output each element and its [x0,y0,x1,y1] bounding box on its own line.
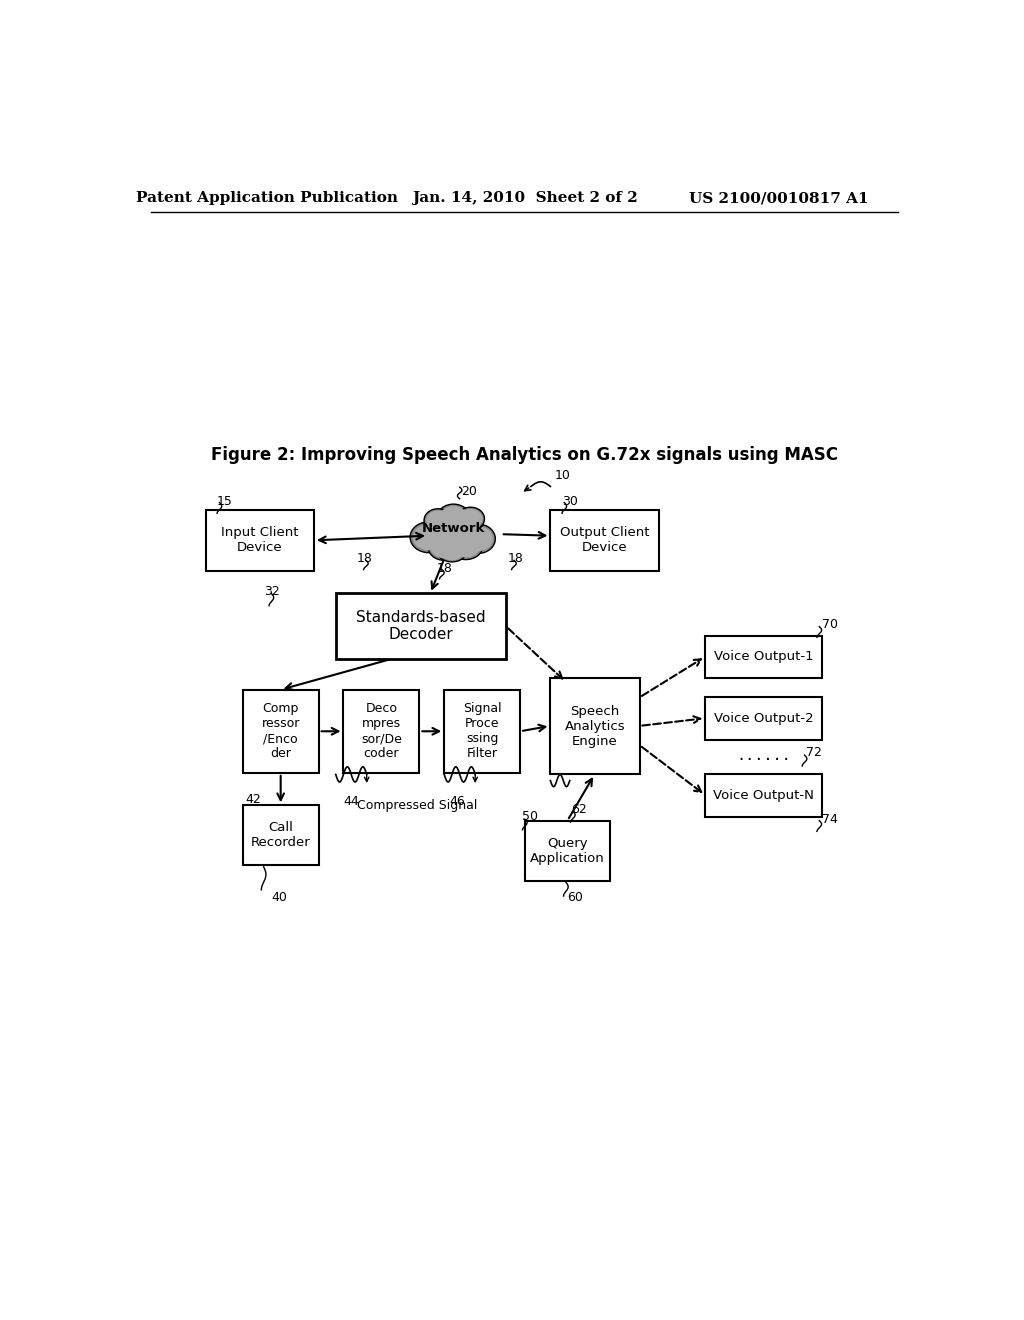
Ellipse shape [430,510,477,546]
Bar [444,689,520,774]
Ellipse shape [437,540,467,562]
Text: Patent Application Publication: Patent Application Publication [136,191,398,206]
Bar [706,636,821,678]
Ellipse shape [424,508,452,532]
Text: Speech
Analytics
Engine: Speech Analytics Engine [564,705,626,747]
Text: 62: 62 [571,803,587,816]
Text: Comp
ressor
/Enco
der: Comp ressor /Enco der [261,702,300,760]
Ellipse shape [430,535,458,558]
Text: 74: 74 [821,813,838,825]
Text: Jan. 14, 2010  Sheet 2 of 2: Jan. 14, 2010 Sheet 2 of 2 [412,191,638,206]
Ellipse shape [439,506,467,528]
Ellipse shape [434,512,473,544]
Bar [706,775,821,817]
Ellipse shape [426,511,450,531]
Ellipse shape [428,532,461,560]
Text: 18: 18 [508,552,523,565]
Bar [550,678,640,775]
Ellipse shape [461,524,496,553]
Ellipse shape [449,532,483,560]
Text: Input Client
Device: Input Client Device [221,527,299,554]
Text: 15: 15 [217,495,233,508]
Text: Deco
mpres
sor/De
coder: Deco mpres sor/De coder [361,702,401,760]
Ellipse shape [437,504,470,531]
Text: 40: 40 [271,891,288,904]
Text: 18: 18 [356,552,373,565]
Text: Figure 2: Improving Speech Analytics on G.72x signals using MASC: Figure 2: Improving Speech Analytics on … [211,446,839,463]
Ellipse shape [413,524,444,550]
Text: 18: 18 [436,561,453,574]
Text: 72: 72 [806,746,822,759]
Ellipse shape [457,507,484,531]
Text: Signal
Proce
ssing
Filter: Signal Proce ssing Filter [463,702,502,760]
Ellipse shape [464,527,493,552]
Text: Compressed Signal: Compressed Signal [356,799,477,812]
Text: US 2100/0010817 A1: US 2100/0010817 A1 [689,191,868,206]
Ellipse shape [439,543,465,560]
Bar [243,689,318,774]
Bar [336,594,506,659]
Ellipse shape [452,533,480,557]
Text: Output Client
Device: Output Client Device [560,527,649,554]
Text: Query
Application: Query Application [530,837,605,865]
Text: 46: 46 [450,795,465,808]
Text: 30: 30 [562,495,578,508]
Bar [243,805,318,866]
Text: Standards-based
Decoder: Standards-based Decoder [356,610,485,643]
Text: Voice Output-2: Voice Output-2 [714,711,813,725]
Text: 50: 50 [521,810,538,824]
Ellipse shape [410,521,447,553]
Bar [206,510,314,572]
Text: Voice Output-1: Voice Output-1 [714,651,813,664]
Text: 20: 20 [461,484,477,498]
Text: ......: ...... [736,747,791,763]
Text: 32: 32 [263,585,280,598]
Ellipse shape [459,510,482,528]
Text: Network: Network [422,521,485,535]
Bar [524,821,610,880]
Text: Voice Output-N: Voice Output-N [713,789,814,803]
Text: 44: 44 [343,795,359,808]
Bar [550,510,658,572]
Text: Call
Recorder: Call Recorder [251,821,310,849]
Text: 70: 70 [821,618,838,631]
Text: 42: 42 [246,792,261,805]
Bar [343,689,420,774]
Text: 10: 10 [554,469,570,482]
Bar [706,697,821,739]
Text: 60: 60 [567,891,584,904]
